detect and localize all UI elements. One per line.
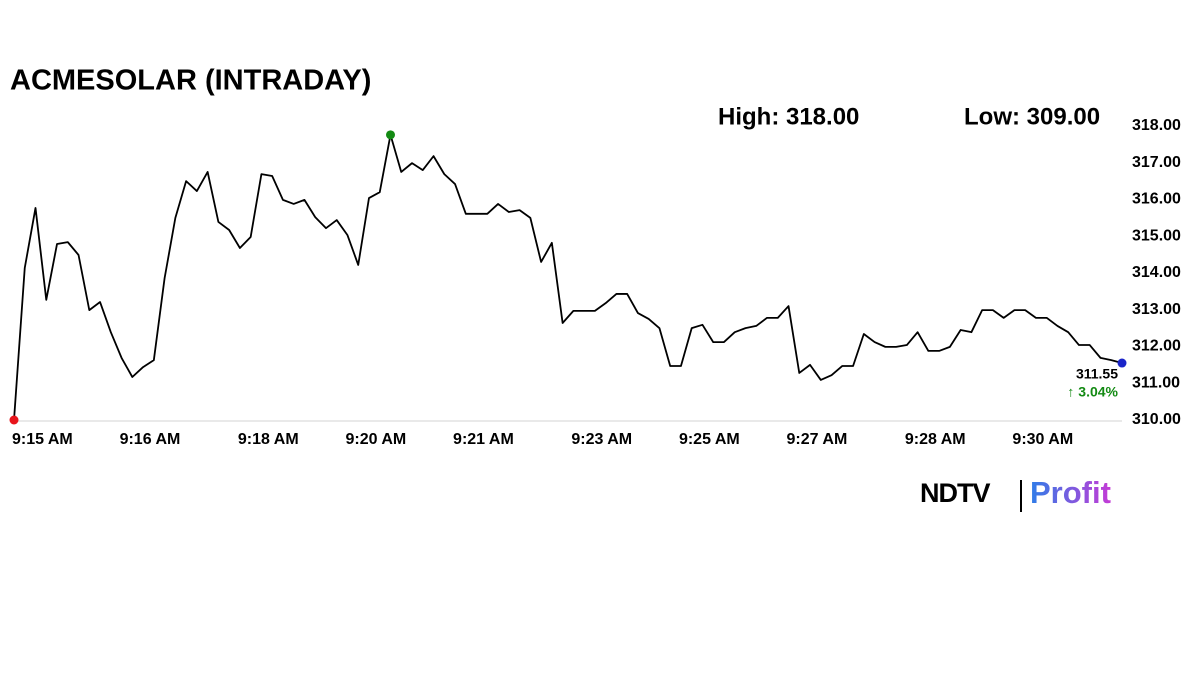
y-tick-label: 311.00	[1132, 374, 1180, 391]
x-tick-label: 9:23 AM	[571, 431, 632, 448]
x-tick-label: 9:25 AM	[679, 431, 740, 448]
x-tick-label: 9:21 AM	[453, 431, 514, 448]
x-tick-label: 9:18 AM	[238, 431, 299, 448]
end-marker	[1117, 358, 1127, 368]
change-label: ↑ 3.04%	[1067, 384, 1118, 400]
brand-product: Profit	[1030, 475, 1111, 510]
y-tick-label: 310.00	[1132, 411, 1181, 428]
high-label: High: 318.00	[718, 103, 859, 130]
y-tick-label: 312.00	[1132, 338, 1181, 355]
x-tick-label: 9:27 AM	[787, 431, 848, 448]
last-value-label: 311.55	[1076, 366, 1118, 382]
x-tick-label: 9:20 AM	[345, 431, 406, 448]
x-tick-label: 9:30 AM	[1012, 431, 1073, 448]
y-tick-label: 314.00	[1132, 264, 1181, 281]
chart-title: ACMESOLAR (INTRADAY)	[10, 65, 371, 97]
low-label: Low: 309.00	[964, 103, 1100, 130]
brand-name: NDTV	[920, 478, 990, 508]
y-tick-label: 315.00	[1132, 227, 1181, 244]
price-line	[13, 133, 1123, 421]
y-tick-label: 316.00	[1132, 191, 1181, 208]
y-tick-label: 313.00	[1132, 301, 1181, 318]
x-tick-label: 9:16 AM	[120, 431, 181, 448]
y-tick-label: 318.00	[1132, 117, 1181, 134]
x-tick-label: 9:28 AM	[905, 431, 966, 448]
start-marker	[9, 415, 19, 425]
y-tick-label: 317.00	[1132, 154, 1181, 171]
high-marker	[386, 130, 396, 140]
x-tick-label: 9:15 AM	[12, 431, 73, 448]
